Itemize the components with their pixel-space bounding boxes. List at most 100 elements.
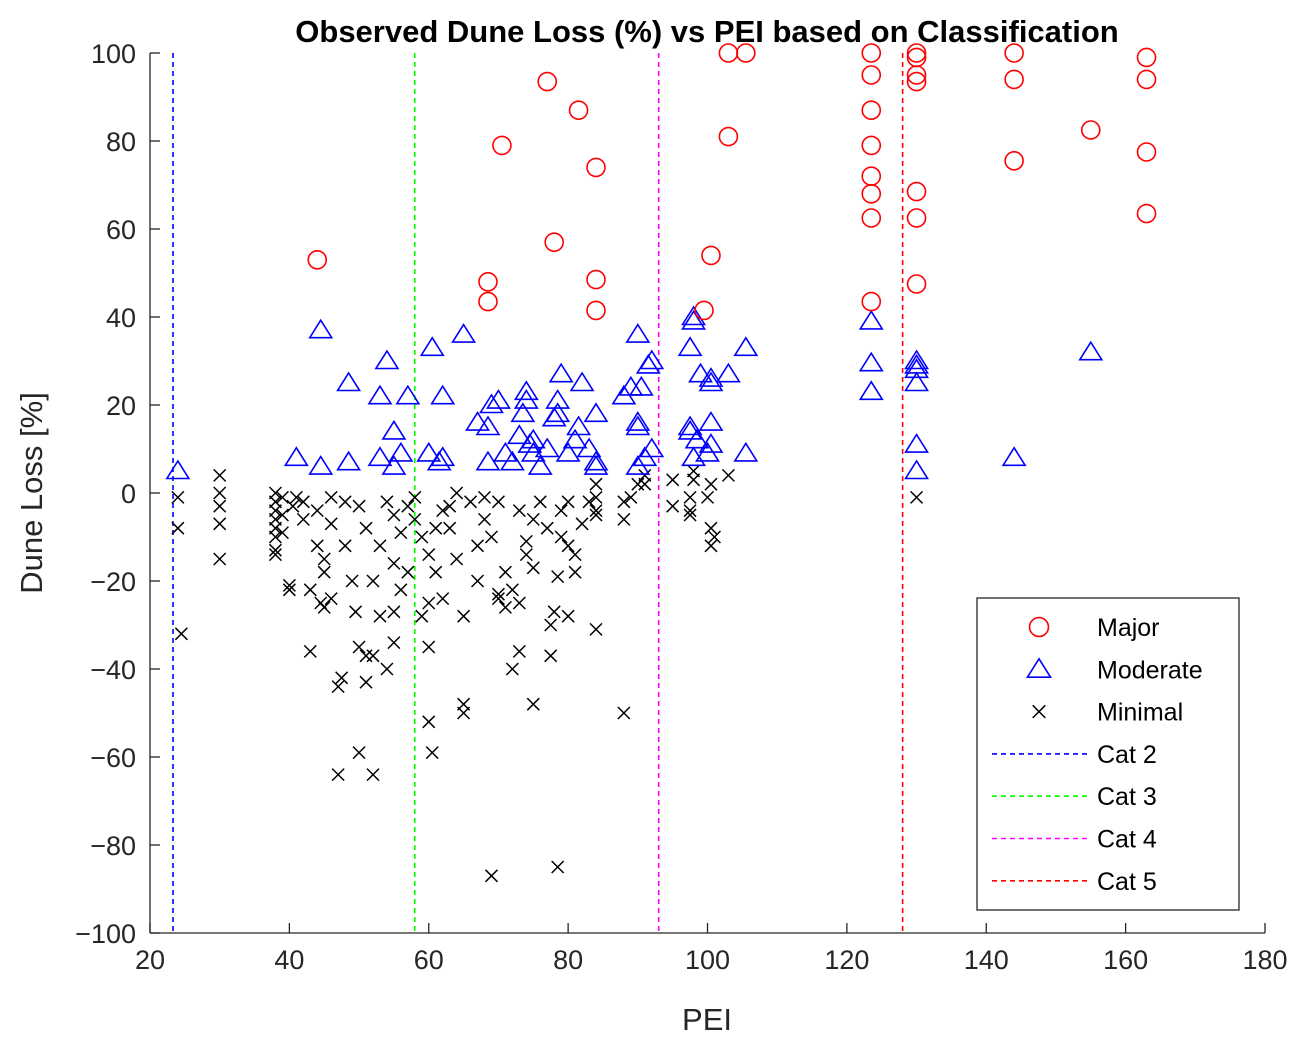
- data-point-minimal: [425, 746, 439, 760]
- data-point-moderate: [569, 371, 595, 392]
- legend-swatch-major: [1028, 616, 1050, 638]
- data-point-moderate: [416, 441, 442, 462]
- data-point-major: [478, 271, 498, 292]
- data-point-minimal: [491, 592, 505, 606]
- data-point-minimal: [394, 583, 408, 597]
- data-point-moderate: [904, 349, 930, 370]
- data-point-minimal: [289, 490, 303, 504]
- data-point-moderate: [283, 446, 309, 467]
- data-point-minimal: [704, 539, 718, 553]
- legend-label: Cat 4: [1097, 826, 1157, 854]
- data-point-moderate: [465, 411, 490, 431]
- data-point-minimal: [174, 627, 188, 641]
- data-point-minimal: [551, 570, 565, 584]
- data-point-major: [861, 43, 882, 63]
- data-point-moderate: [510, 402, 536, 423]
- data-point-minimal: [359, 521, 373, 535]
- data-point-minimal: [366, 649, 380, 663]
- data-point-minimal: [429, 565, 443, 579]
- y-tick-label: 100: [91, 39, 136, 69]
- data-point-moderate: [688, 362, 713, 383]
- data-point-minimal: [505, 583, 519, 597]
- data-point-major: [861, 65, 882, 85]
- series-minimal: [171, 464, 924, 883]
- data-point-moderate: [583, 402, 609, 423]
- x-tick-label: 80: [553, 945, 583, 975]
- data-point-minimal: [547, 605, 561, 619]
- data-point-major: [478, 291, 498, 312]
- data-point-moderate: [583, 450, 609, 471]
- data-point-moderate: [625, 323, 651, 343]
- data-point-minimal: [275, 526, 289, 540]
- y-tick-label: 0: [121, 479, 136, 509]
- data-point-moderate: [527, 455, 553, 475]
- data-point-minimal: [366, 768, 380, 782]
- data-point-moderate: [677, 415, 703, 436]
- data-point-moderate: [499, 450, 525, 471]
- data-point-major: [307, 249, 328, 270]
- data-point-moderate: [534, 437, 560, 458]
- data-point-minimal: [589, 508, 603, 522]
- data-point-minimal: [457, 609, 471, 623]
- data-point-moderate: [548, 362, 574, 383]
- data-point-minimal: [282, 583, 296, 597]
- data-point-minimal: [436, 504, 450, 518]
- data-point-minimal: [213, 517, 227, 531]
- data-point-moderate: [628, 375, 654, 396]
- data-point-minimal: [624, 490, 638, 504]
- data-point-major: [1080, 120, 1101, 140]
- data-point-moderate: [715, 362, 741, 383]
- data-point-minimal: [464, 495, 478, 509]
- data-point-minimal: [443, 499, 457, 513]
- data-point-minimal: [443, 521, 457, 535]
- data-point-minimal: [359, 675, 373, 689]
- data-point-major: [906, 71, 927, 92]
- data-point-minimal: [575, 517, 589, 531]
- y-tick-label: −100: [75, 919, 136, 949]
- data-point-minimal: [638, 468, 652, 482]
- data-point-minimal: [380, 495, 394, 509]
- data-point-moderate: [555, 441, 581, 462]
- data-point-minimal: [366, 574, 380, 588]
- data-point-major: [906, 181, 927, 202]
- legend-item-cat-2: Cat 2: [992, 741, 1157, 769]
- data-point-minimal: [394, 526, 408, 540]
- data-point-minimal: [415, 609, 429, 623]
- data-point-minimal: [268, 543, 282, 557]
- legend-label: Cat 5: [1097, 868, 1157, 896]
- chart-title: Observed Dune Loss (%) vs PEI based on C…: [295, 14, 1118, 49]
- data-point-moderate: [419, 336, 445, 357]
- data-point-minimal: [171, 521, 185, 535]
- data-point-major: [718, 126, 739, 147]
- data-point-major: [492, 135, 512, 156]
- data-point-minimal: [477, 490, 492, 504]
- x-tick-label: 60: [414, 945, 444, 975]
- reference-lines: [172, 53, 904, 933]
- data-point-minimal: [484, 869, 498, 883]
- data-point-minimal: [380, 662, 394, 676]
- data-point-moderate: [698, 411, 724, 431]
- data-point-moderate: [639, 437, 665, 458]
- data-point-moderate: [513, 380, 539, 401]
- data-point-minimal: [373, 609, 387, 623]
- data-point-major: [568, 100, 589, 120]
- data-point-moderate: [684, 428, 710, 449]
- data-point-moderate: [381, 455, 407, 475]
- data-point-minimal: [617, 495, 631, 509]
- data-point-major: [586, 300, 606, 321]
- data-point-minimal: [422, 715, 436, 729]
- data-point-major: [1004, 69, 1024, 90]
- data-point-minimal: [704, 477, 718, 491]
- legend-item-minimal: Minimal: [1032, 699, 1183, 727]
- data-point-moderate: [733, 336, 759, 357]
- data-point-minimal: [310, 539, 324, 553]
- data-point-moderate: [475, 415, 501, 436]
- data-point-minimal: [317, 600, 331, 614]
- data-point-moderate: [545, 402, 571, 423]
- y-tick-label: −40: [90, 655, 136, 685]
- data-point-minimal: [317, 552, 331, 566]
- data-point-minimal: [422, 548, 436, 562]
- data-point-moderate: [1001, 446, 1027, 467]
- data-point-minimal: [401, 565, 415, 579]
- data-point-minimal: [519, 534, 533, 548]
